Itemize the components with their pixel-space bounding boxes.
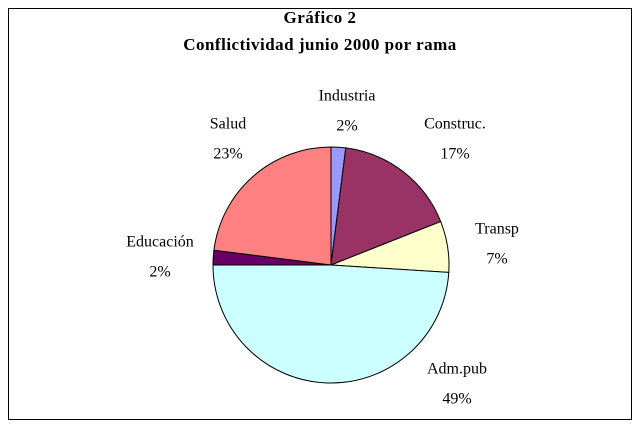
slice-label: Construc.	[424, 116, 486, 133]
slice-label: Adm.pub	[427, 361, 487, 378]
chart-title: Gráfico 2	[284, 8, 357, 27]
pie-slice	[213, 146, 332, 266]
slice-label: Salud	[210, 116, 246, 133]
slice-label: Educación	[126, 234, 194, 251]
pie-slice	[212, 264, 450, 384]
data-label: 2%	[149, 264, 170, 281]
slice-label: Transp	[475, 221, 519, 238]
data-label: 17%	[440, 146, 469, 163]
data-label: 7%	[486, 251, 507, 268]
data-label: 49%	[442, 391, 471, 408]
pie-slice	[330, 147, 442, 266]
slice-label: Industria	[319, 88, 376, 105]
data-label: 23%	[213, 146, 242, 163]
data-label: 2%	[336, 118, 357, 135]
chart-subtitle: Conflictividad junio 2000 por rama	[183, 35, 457, 54]
